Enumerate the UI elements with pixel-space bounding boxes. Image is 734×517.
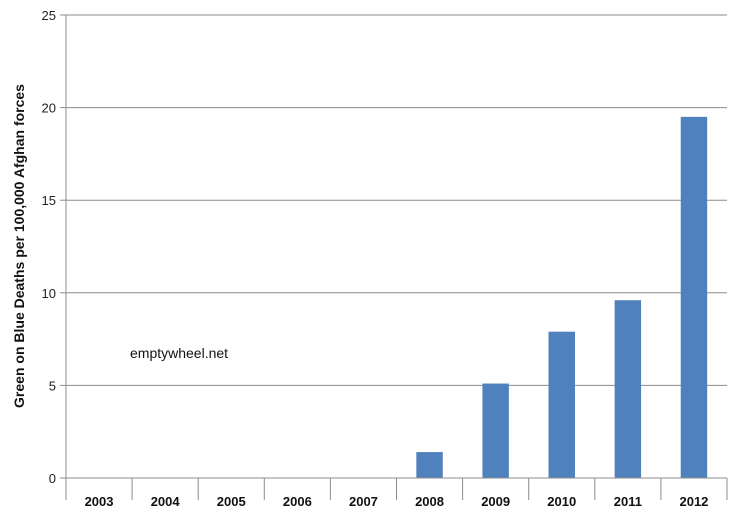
bar-2011 [614, 300, 642, 478]
axes [65, 15, 728, 500]
y-tick-label: 25 [42, 8, 56, 23]
y-tick-label: 5 [49, 378, 56, 393]
y-axis-label: Green on Blue Deaths per 100,000 Afghan … [11, 84, 27, 408]
x-tick-label: 2006 [283, 494, 312, 509]
y-tick-labels: 0 5 10 15 20 25 [42, 8, 66, 486]
watermark-annotation: emptywheel.net [130, 345, 228, 361]
x-tick-label: 2003 [85, 494, 114, 509]
x-tick-label: 2008 [415, 494, 444, 509]
bar-2010 [548, 331, 575, 478]
bars [416, 116, 708, 479]
y-tick-label: 10 [42, 286, 56, 301]
x-tick-label: 2011 [614, 494, 642, 509]
y-tick-label: 20 [42, 101, 56, 116]
x-tick-label: 2010 [547, 494, 576, 509]
x-tick-label: 2004 [151, 494, 181, 509]
x-tick-label: 2012 [679, 494, 708, 509]
bar-2009 [482, 383, 509, 478]
x-tick-label: 2005 [217, 494, 246, 509]
x-tick-label: 2009 [481, 494, 510, 509]
x-tick-labels: 2003 2004 2005 2006 2007 2008 2009 2010 2011 2012 [85, 494, 709, 509]
bar-2012 [680, 116, 708, 479]
y-tick-label: 15 [42, 193, 56, 208]
bar-2008 [416, 452, 443, 478]
y-tick-label: 0 [49, 471, 56, 486]
x-tick-label: 2007 [349, 494, 378, 509]
